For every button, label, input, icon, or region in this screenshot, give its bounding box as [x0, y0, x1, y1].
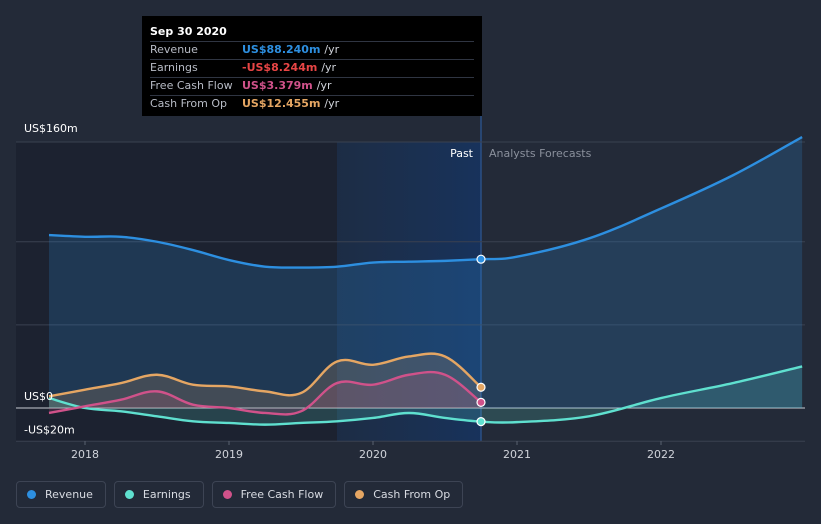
marker-earnings [476, 417, 486, 427]
legend-label: Free Cash Flow [240, 488, 324, 501]
legend-dot-icon [355, 490, 365, 499]
y-tick-label: US$0 [24, 390, 53, 403]
chart-background [16, 116, 482, 441]
tooltip-row-earnings: Earnings -US$8.244m /yr [150, 59, 474, 77]
series-area-cash-from-op [49, 353, 481, 408]
tooltip-unit: /yr [324, 97, 340, 110]
series-line-free-cash-flow [48, 370, 482, 416]
marker-free-cash-flow [476, 397, 486, 407]
x-tick-label: 2021 [503, 448, 531, 461]
legend-label: Revenue [45, 488, 93, 501]
tooltip-row-revenue: Revenue US$88.240m /yr [150, 41, 474, 59]
axis-labels: US$160m US$0 -US$20m 2018 2019 2020 2021 2022 Pa… [24, 122, 675, 461]
tooltip-date: Sep 30 2020 [150, 25, 227, 38]
legend-dot-icon [124, 490, 134, 499]
legend-dot-icon [27, 490, 36, 499]
past-label: Past [450, 147, 474, 160]
x-tick-label: 2022 [647, 448, 675, 461]
legend-label: Cash From Op [373, 488, 451, 501]
legend-label: Earnings [142, 488, 191, 501]
tooltip-unit: /yr [316, 79, 332, 92]
marker-revenue [476, 254, 486, 264]
legend-dot-icon [222, 490, 232, 499]
forecast-label: Analysts Forecasts [489, 147, 592, 160]
legend-item-free-cash-flow[interactable]: Free Cash Flow [211, 481, 337, 508]
x-tick-label: 2020 [359, 448, 387, 461]
tooltip-label: Earnings [150, 61, 198, 74]
tooltip-unit: /yr [321, 61, 337, 74]
tooltip-row-cash-from-op: Cash From Op US$12.455m /yr [150, 95, 474, 113]
data-tooltip: Sep 30 2020 Revenue US$88.240m /yr Earni… [142, 16, 482, 116]
series-area-revenue [49, 137, 803, 408]
y-tick-label: US$160m [24, 122, 78, 135]
tooltip-value: -US$8.244m [242, 61, 318, 74]
series-lines [48, 135, 803, 426]
series-line-earnings [48, 365, 803, 426]
highlight-region [337, 142, 481, 441]
series-area-free-cash-flow [49, 372, 481, 415]
legend-item-revenue[interactable]: Revenue [16, 481, 106, 508]
tooltip-label: Revenue [150, 43, 198, 56]
y-tick-label: -US$20m [24, 423, 75, 436]
tooltip-unit: /yr [324, 43, 340, 56]
marker-cash-from-op [476, 382, 486, 392]
series-line-cash-from-op [48, 352, 482, 398]
tooltip-value: US$12.455m [242, 97, 321, 110]
legend-item-cash-from-op[interactable]: Cash From Op [344, 481, 464, 508]
series-line-revenue [48, 135, 803, 269]
tooltip-value: US$3.379m [242, 79, 313, 92]
x-tick-label: 2019 [215, 448, 243, 461]
legend-item-earnings[interactable]: Earnings [113, 481, 204, 508]
x-tick-label: 2018 [71, 448, 99, 461]
tooltip-value: US$88.240m [242, 43, 321, 56]
gridlines [16, 141, 805, 442]
series-markers [476, 254, 486, 427]
tooltip-row-free-cash-flow: Free Cash Flow US$3.379m /yr [150, 77, 474, 95]
legend: Revenue Earnings Free Cash Flow Cash Fro… [16, 481, 471, 508]
tooltip-label: Free Cash Flow [150, 79, 233, 92]
tooltip-label: Cash From Op [150, 97, 228, 110]
